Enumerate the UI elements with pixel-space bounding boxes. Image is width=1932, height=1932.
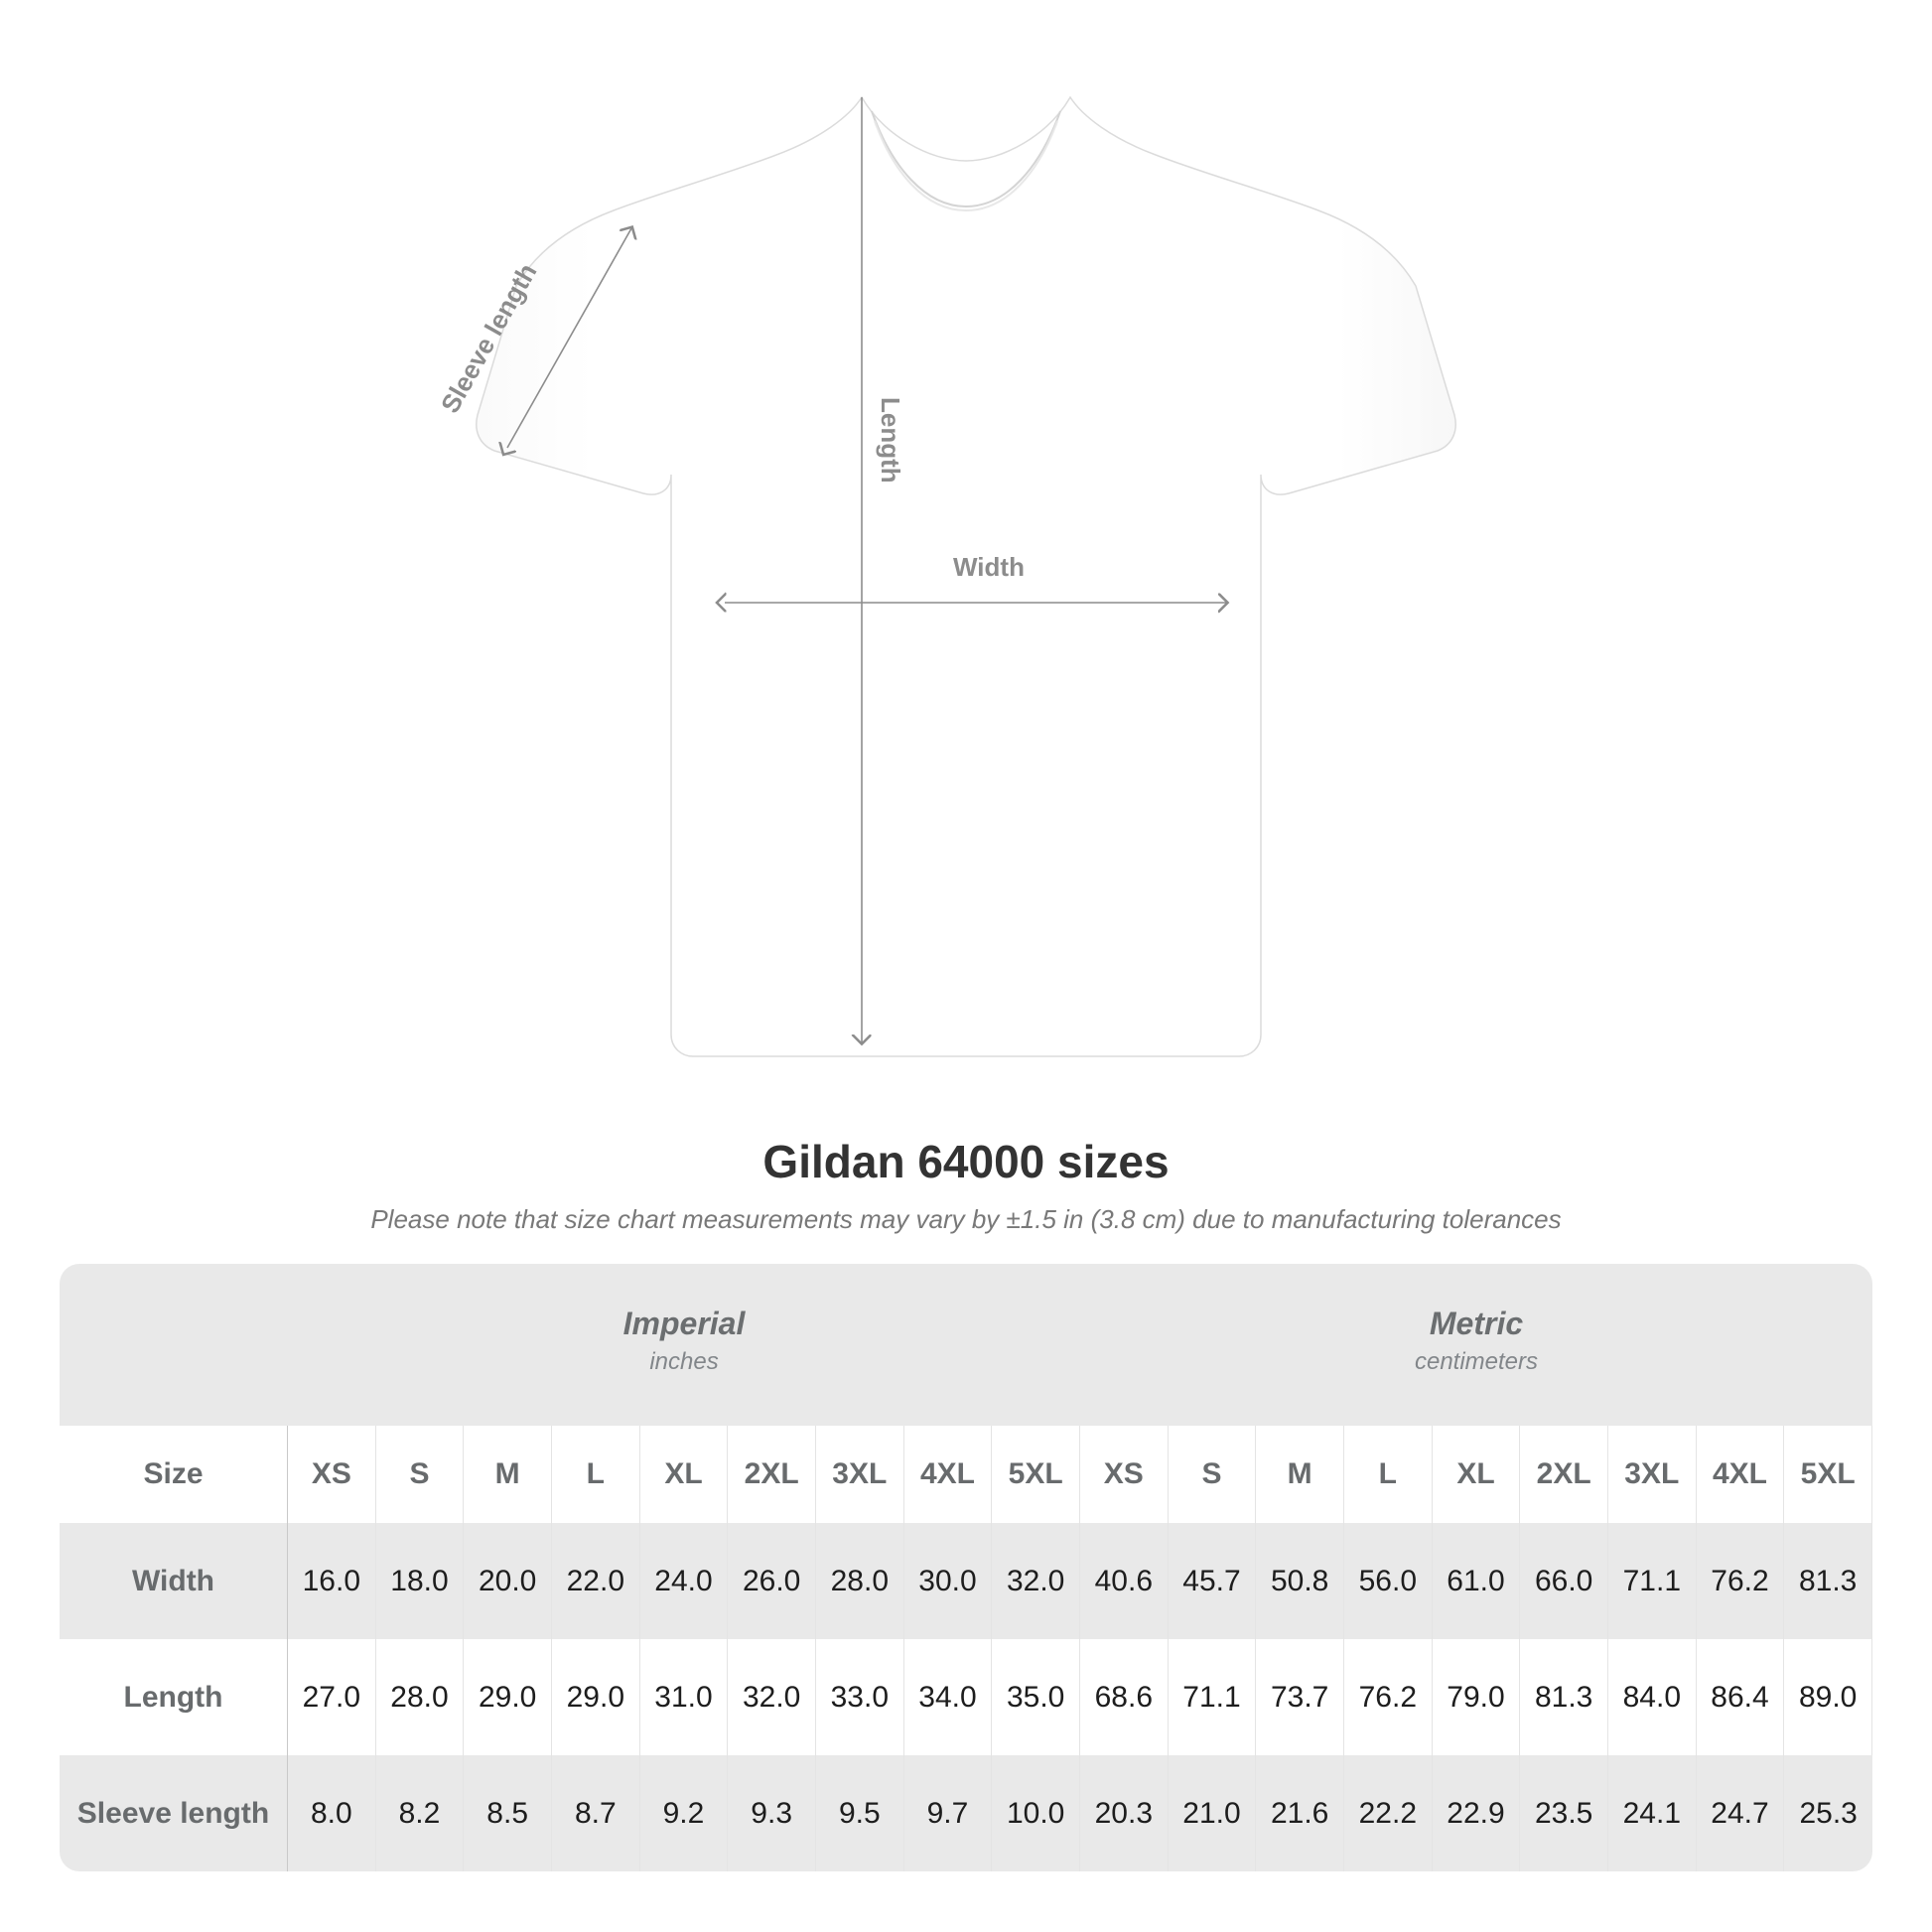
svg-text:Length: Length [876,397,905,483]
svg-text:Width: Width [953,552,1025,582]
